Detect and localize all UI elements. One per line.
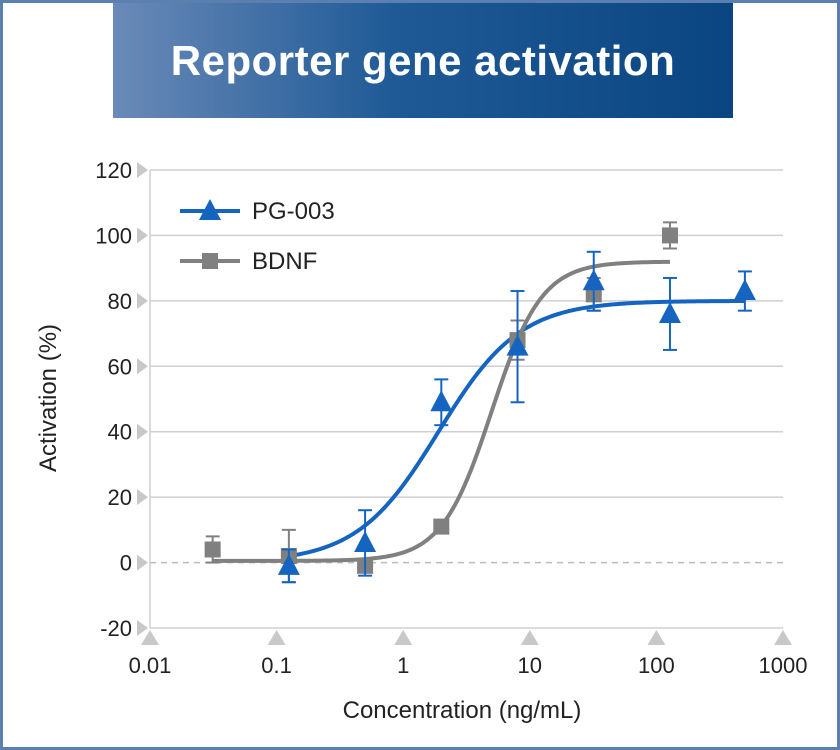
x-tick-label: 1000 xyxy=(759,653,808,678)
point-bdnf xyxy=(433,518,450,535)
x-tick-label: 0.01 xyxy=(129,653,172,678)
y-tick-label: 100 xyxy=(95,223,132,248)
point-pg-003 xyxy=(430,390,453,412)
y-tick-marker xyxy=(137,620,148,636)
y-tick-marker xyxy=(137,423,148,440)
y-tick-label: 0 xyxy=(120,551,132,576)
x-tick-label: 1 xyxy=(397,653,409,678)
y-tick-marker xyxy=(137,162,148,178)
legend-label-pg-003: PG-003 xyxy=(252,198,335,225)
y-axis-label: Activation (%) xyxy=(35,324,62,472)
y-tick-marker xyxy=(137,227,148,244)
point-pg-003 xyxy=(582,269,605,291)
y-tick-label: 120 xyxy=(95,158,132,183)
legend-marker-bdnf xyxy=(202,253,218,269)
point-pg-003 xyxy=(354,530,377,552)
x-tick-label: 10 xyxy=(518,653,542,678)
legend-label-bdnf: BDNF xyxy=(252,248,317,275)
x-tick-marker xyxy=(774,630,792,645)
x-tick-marker xyxy=(267,630,286,645)
point-bdnf xyxy=(661,227,678,244)
y-tick-marker xyxy=(137,292,148,309)
data-points xyxy=(204,221,756,584)
y-tick-label: 60 xyxy=(108,354,132,379)
y-tick-label: -20 xyxy=(100,616,132,641)
legend-marker-pg-003 xyxy=(199,199,221,220)
point-pg-003 xyxy=(658,301,681,323)
point-pg-003 xyxy=(733,279,756,301)
x-tick-marker xyxy=(647,630,666,645)
y-tick-label: 20 xyxy=(108,485,132,510)
point-pg-003 xyxy=(277,553,300,575)
y-tick-label: 80 xyxy=(108,289,132,314)
x-axis-label: Concentration (ng/mL) xyxy=(343,697,582,724)
x-tick-label: 0.1 xyxy=(261,653,292,678)
y-tick-marker xyxy=(137,358,148,375)
x-tick-marker xyxy=(520,630,539,645)
chart-title: Reporter gene activation xyxy=(170,36,676,84)
y-tick-marker xyxy=(137,489,148,506)
fit-curves xyxy=(212,259,745,563)
x-tick-marker xyxy=(394,630,413,645)
point-pg-003 xyxy=(506,334,529,356)
legend: PG-003 BDNF xyxy=(180,198,335,275)
y-tick-label: 40 xyxy=(108,420,132,445)
x-tick-marker xyxy=(141,630,159,645)
chart-title-bar: Reporter gene activation xyxy=(113,3,733,118)
point-bdnf xyxy=(204,541,221,558)
x-tick-label: 100 xyxy=(638,653,675,678)
y-tick-marker xyxy=(137,554,148,571)
axes: -20 0 20 40 60 80 100 120 0.01 0.1 1 10 100 1000 xyxy=(95,158,807,678)
